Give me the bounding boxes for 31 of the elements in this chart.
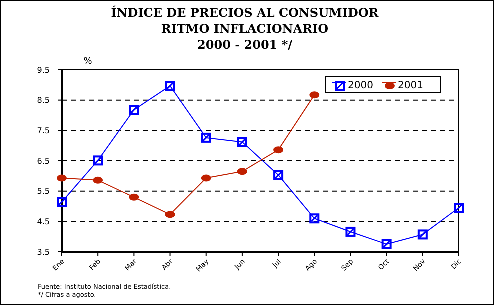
point [274, 146, 284, 154]
point [201, 132, 212, 143]
y-tick-label: 5.5 [37, 187, 50, 196]
point [346, 226, 356, 237]
point [274, 170, 284, 180]
point [382, 239, 392, 250]
point [201, 174, 212, 182]
point [129, 105, 140, 116]
legend-label: 2001 [398, 80, 424, 92]
y-tick-label: 7.5 [37, 126, 50, 136]
point [237, 137, 248, 148]
point [454, 203, 464, 214]
chart-title: ÍNDICE DE PRECIOS AL CONSUMIDOR RITMO INFLACIONARIO 2000 - 2001 */ [111, 5, 380, 52]
y-axis-title: % [84, 57, 93, 67]
point [165, 81, 176, 92]
y-tick-label: 8.5 [37, 96, 50, 106]
point [310, 92, 320, 99]
point [129, 194, 140, 201]
point [310, 214, 320, 224]
point [93, 156, 104, 166]
point [93, 176, 104, 184]
point [57, 197, 67, 208]
y-tick-label: 4.5 [37, 217, 50, 226]
legend-label: 2000 [348, 80, 374, 92]
point [237, 168, 248, 176]
point [57, 174, 67, 182]
y-tick-label: 3.5 [37, 248, 50, 257]
point [418, 230, 428, 240]
point [165, 211, 176, 218]
y-tick-label: 9.5 [37, 66, 50, 75]
y-tick-label: 6.5 [37, 156, 50, 166]
